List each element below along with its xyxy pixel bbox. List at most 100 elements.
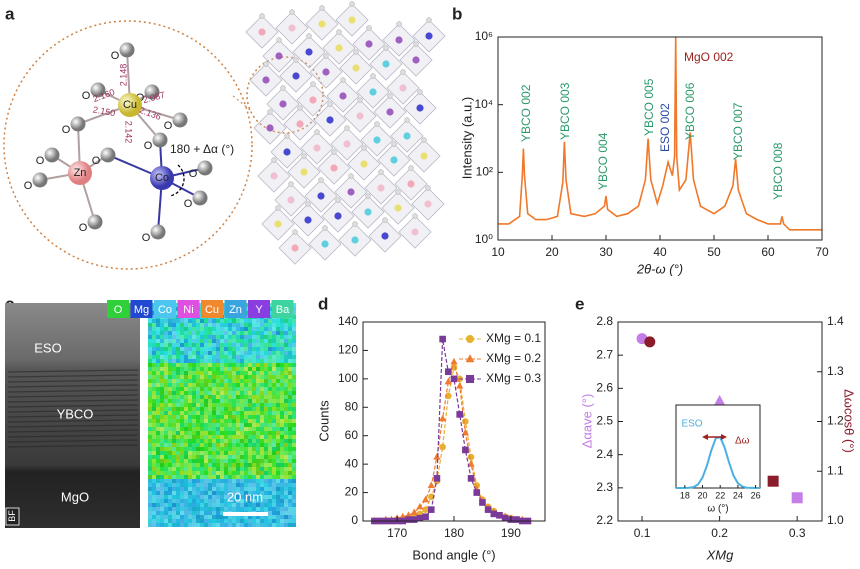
marker <box>467 453 475 461</box>
map-pixel <box>228 515 232 519</box>
y-axis-title: Δαave (°) <box>579 394 594 449</box>
map-pixel <box>148 351 152 355</box>
peak-label: YBCO 005 <box>642 78 656 136</box>
map-pixel <box>248 471 252 475</box>
map-pixel <box>232 371 236 375</box>
map-pixel <box>152 447 156 451</box>
layer-label: ESO <box>34 340 61 355</box>
y-tick-label: 10² <box>476 165 493 179</box>
map-pixel <box>244 399 248 403</box>
map-pixel <box>164 423 168 427</box>
map-pixel <box>248 407 252 411</box>
map-pixel <box>200 435 204 439</box>
map-pixel <box>192 375 196 379</box>
map-pixel <box>164 391 168 395</box>
map-pixel <box>272 479 276 483</box>
map-pixel <box>172 487 176 491</box>
atom-label: O <box>82 90 91 102</box>
atom <box>152 132 168 148</box>
map-pixel <box>196 471 200 475</box>
map-pixel <box>200 411 204 415</box>
map-pixel <box>212 495 216 499</box>
map-pixel <box>212 511 216 515</box>
map-pixel <box>264 343 268 347</box>
map-pixel <box>264 491 268 495</box>
map-pixel <box>240 395 244 399</box>
map-pixel <box>168 479 172 483</box>
map-pixel <box>228 407 232 411</box>
lattice-cation <box>291 244 299 252</box>
lattice-node <box>331 149 337 155</box>
map-pixel <box>288 427 292 431</box>
map-pixel <box>160 499 164 503</box>
map-pixel <box>180 483 184 487</box>
map-pixel <box>272 327 276 331</box>
map-pixel <box>220 391 224 395</box>
map-pixel <box>200 319 204 323</box>
map-pixel <box>152 419 156 423</box>
map-pixel <box>272 419 276 423</box>
map-pixel <box>280 395 284 399</box>
peak-label: ESO 002 <box>658 103 672 152</box>
lattice-cation <box>348 16 356 24</box>
map-pixel <box>160 407 164 411</box>
map-pixel <box>212 447 216 451</box>
map-pixel <box>284 495 288 499</box>
map-pixel <box>192 455 196 459</box>
map-pixel <box>152 503 156 507</box>
atom-label: O <box>111 50 120 62</box>
map-pixel <box>272 363 276 367</box>
map-pixel <box>204 447 208 451</box>
map-pixel <box>228 371 232 375</box>
map-pixel <box>272 431 276 435</box>
tem-fringe <box>7 424 139 428</box>
map-pixel <box>164 503 168 507</box>
map-pixel <box>284 391 288 395</box>
map-pixel <box>252 483 256 487</box>
map-pixel <box>208 403 212 407</box>
map-pixel <box>208 427 212 431</box>
map-pixel <box>184 391 188 395</box>
lattice-cation <box>420 152 428 160</box>
map-pixel <box>172 495 176 499</box>
map-pixel <box>272 491 276 495</box>
map-pixel <box>228 467 232 471</box>
map-pixel <box>252 475 256 479</box>
map-pixel <box>292 407 296 411</box>
map-pixel <box>284 351 288 355</box>
map-pixel <box>264 447 268 451</box>
lattice-node <box>336 29 342 35</box>
map-pixel <box>180 495 184 499</box>
map-pixel <box>188 523 192 527</box>
map-pixel <box>168 379 172 383</box>
map-pixel <box>180 383 184 387</box>
map-pixel <box>272 367 276 371</box>
lattice-cation <box>351 236 359 244</box>
map-pixel <box>172 407 176 411</box>
map-pixel <box>156 487 160 491</box>
legend-marker <box>466 375 474 383</box>
lattice-node <box>318 177 324 183</box>
map-pixel <box>248 459 252 463</box>
map-pixel <box>256 319 260 323</box>
map-pixel <box>188 351 192 355</box>
map-pixel <box>204 495 208 499</box>
map-pixel <box>176 411 180 415</box>
map-pixel <box>188 435 192 439</box>
map-pixel <box>272 515 276 519</box>
map-pixel <box>284 359 288 363</box>
map-pixel <box>256 443 260 447</box>
map-pixel <box>224 499 228 503</box>
map-pixel <box>212 319 216 323</box>
map-pixel <box>276 451 280 455</box>
atom <box>90 82 106 98</box>
map-pixel <box>248 455 252 459</box>
map-pixel <box>212 383 216 387</box>
map-pixel <box>268 319 272 323</box>
map-pixel <box>232 519 236 523</box>
map-pixel <box>240 363 244 367</box>
map-pixel <box>168 435 172 439</box>
map-pixel <box>268 403 272 407</box>
map-pixel <box>276 351 280 355</box>
map-pixel <box>168 487 172 491</box>
